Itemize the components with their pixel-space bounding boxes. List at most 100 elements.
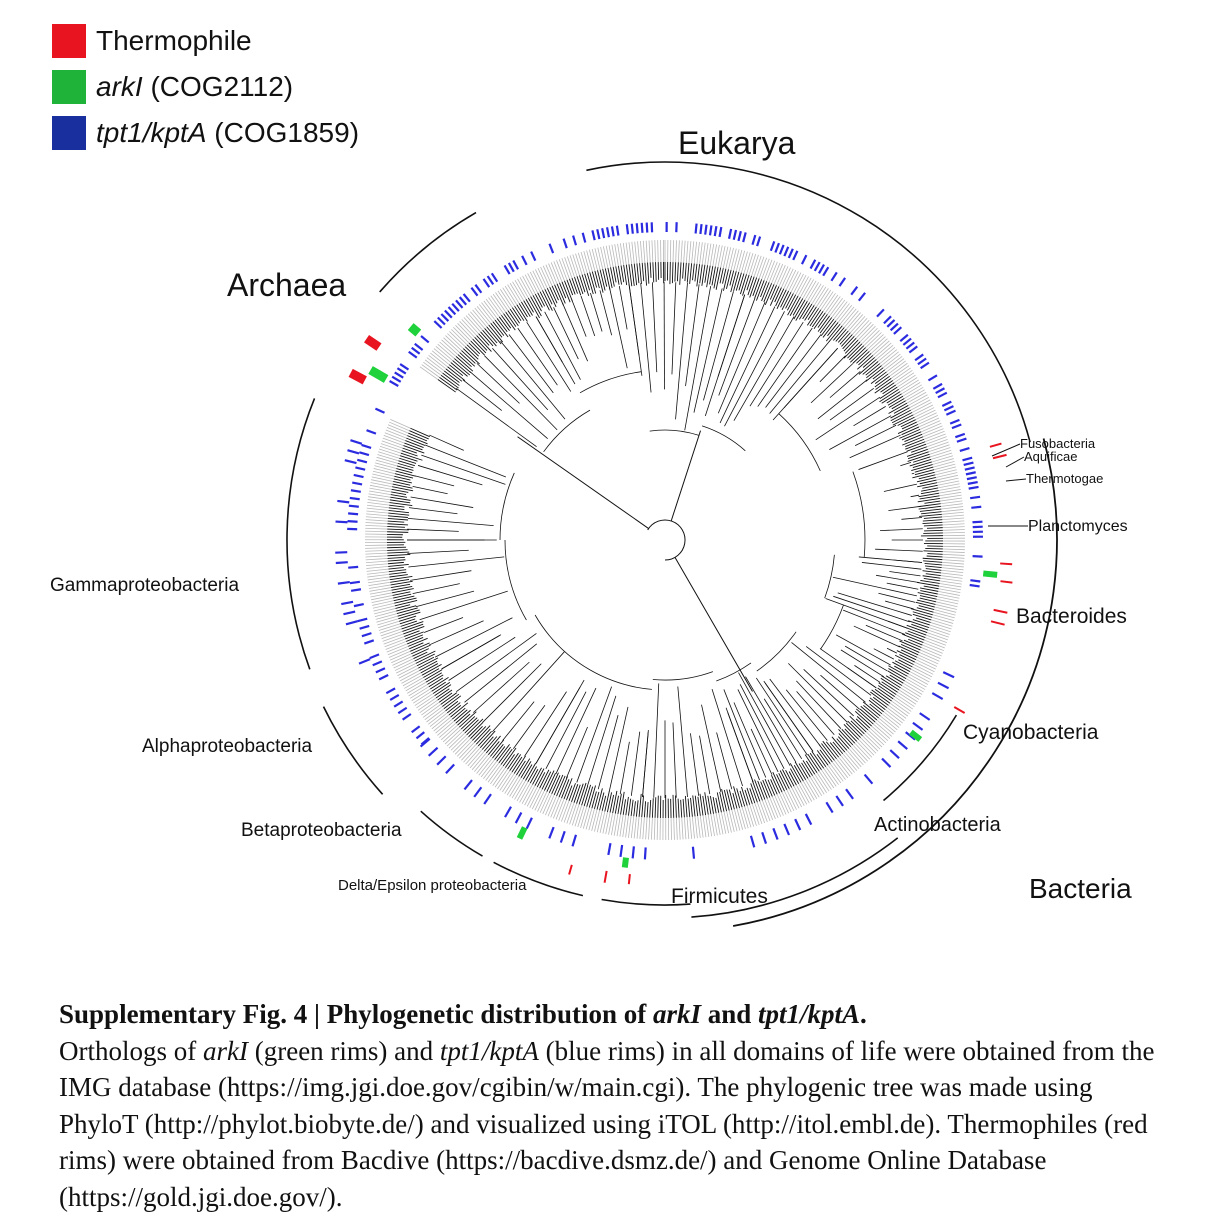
leaf-branch [411,644,431,655]
leaf-branch [474,337,488,351]
tpt1-rim-mark [897,740,908,750]
tpt1-rim-mark [920,361,930,370]
tpt1-rim-mark [525,817,533,830]
leaf-branch [916,477,936,483]
leaf-branch [610,267,615,287]
leaf-branch [483,736,498,752]
leaf-tick [935,472,958,478]
leaf-branch [511,307,522,322]
leaf-tick [935,604,957,610]
clade-arc [493,861,584,897]
leaf-branch [388,564,409,567]
leaf-branch [537,292,546,307]
tree-branch [640,283,652,393]
caption-title-arki: arkI [652,999,701,1029]
tpt1-rim-mark [822,266,830,277]
leaf-branch [586,272,594,295]
leaf-tick [388,648,410,658]
tpt1-rim-mark [917,357,927,366]
leaf-branch [899,654,915,663]
leaf-tick [494,768,508,788]
tpt1-rim-mark [486,275,495,285]
leaf-tick [848,748,864,766]
leaf-tick [375,459,398,467]
leaf-branch [464,719,479,734]
leaf-branch [893,405,909,414]
tree-branch [910,494,920,498]
tpt1-rim-mark [347,449,360,455]
tpt1-rim-mark [474,284,483,294]
leaf-tick [900,687,920,700]
leaf-tick [693,241,698,264]
leaf-branch [657,795,659,818]
thermophile-rim-mark [627,874,631,885]
leaf-tick [941,509,964,513]
leaf-branch [760,781,768,799]
leaf-branch [387,551,410,554]
leaf-branch [539,769,550,789]
leaf-branch [866,365,882,379]
leaf-tick [656,817,659,840]
leaf-branch [679,262,682,285]
leaf-tick [495,292,509,311]
leaf-branch [817,315,830,332]
leaf-tick [478,304,494,322]
leaf-tick [642,240,646,263]
leaf-branch [922,575,941,579]
leaf-branch [409,430,429,440]
leaf-tick [908,394,928,406]
leaf-tick [899,379,919,392]
leaf-tick [720,812,727,834]
leaf-branch [415,653,435,664]
leaf-tick [404,677,424,689]
leaf-branch [606,792,613,813]
leaf-tick [463,745,479,763]
leaf-tick [588,249,596,272]
leaf-branch [403,625,425,635]
tpt1-rim-mark [357,617,368,623]
tpt1-rim-mark [889,322,899,332]
leaf-branch [404,442,423,451]
leaf-tick [574,805,583,827]
clade-label-bacteroides: Bacteroides [1016,605,1127,628]
tpt1-rim-mark [548,826,555,839]
tree-branch [609,287,628,369]
leaf-branch [918,505,942,510]
leaf-tick [744,806,752,828]
leaf-branch [732,793,738,809]
leaf-tick [369,484,392,490]
leaf-tick [597,247,604,270]
leaf-branch [490,323,503,338]
leaf-branch [523,300,533,316]
legend-label: arkI (COG2112) [96,71,293,103]
leaf-tick [863,330,880,346]
leaf-branch [837,736,850,749]
tpt1-rim-mark [343,610,356,616]
leaf-branch [888,668,907,679]
leaf-tick [678,817,681,840]
leaf-tick [818,771,832,790]
leaf-tick [501,773,515,793]
leaf-branch [478,333,490,346]
leaf-tick [935,601,958,608]
leaf-branch [804,754,818,773]
leaf-tick [419,699,438,714]
leaf-tick [483,300,498,319]
leaf-branch [822,740,837,760]
leaf-branch [813,312,826,330]
tpt1-rim-mark [350,439,363,445]
leaf-branch [479,730,496,749]
tpt1-rim-mark [640,222,644,233]
leaf-tick [391,653,412,664]
tpt1-rim-mark [444,309,453,319]
leaf-branch [476,335,492,352]
tree-branch [724,311,785,427]
leaf-tick [577,252,586,274]
tree-branch [829,388,874,421]
tpt1-rim-mark [783,823,791,836]
leaf-branch [396,605,417,612]
leaf-tick [889,702,909,717]
tree-arc [579,371,642,394]
leaf-branch [798,302,811,320]
leaf-tick [367,499,390,503]
